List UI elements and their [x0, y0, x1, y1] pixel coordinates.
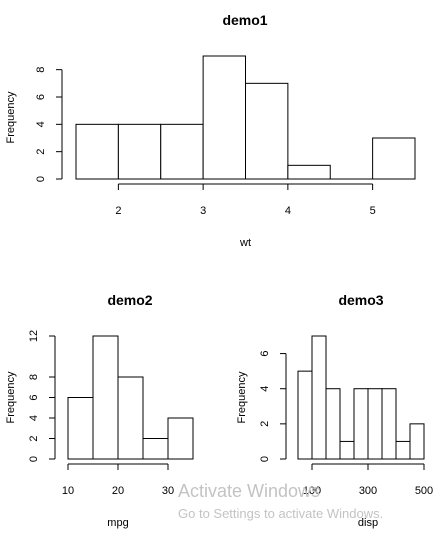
panel2-y-tick-label: 4 [28, 415, 40, 421]
panel1-y-tick-label: 4 [35, 121, 47, 127]
panel2-y-tick-label: 12 [28, 330, 40, 342]
panel3-y-axis-label: Frequency [236, 371, 248, 423]
panel2-x-axis-label: mpg [107, 517, 128, 529]
panel1-bar-2 [117, 123, 162, 180]
panel1-x-tick-label: 5 [370, 205, 376, 217]
panel1-x-tick-label: 2 [115, 205, 121, 217]
panel2-bar-5 [167, 417, 194, 460]
panel1-bar-5 [245, 82, 289, 180]
panel1-y-tick-label: 8 [35, 67, 47, 73]
panel1-y-axis-label: Frequency [5, 91, 17, 143]
panel1-bar-1 [75, 123, 119, 180]
panel1-bar-3 [160, 123, 204, 180]
panel2-y-tick-label: 2 [28, 435, 40, 441]
panel2-y-tick-label: 8 [28, 374, 40, 380]
panel3-bar-3 [325, 388, 341, 460]
panel1-x-axis-label: wt [239, 237, 251, 249]
panel1-x-tick-label: 4 [285, 205, 291, 217]
panel1-y-tick-label: 6 [35, 94, 47, 100]
panel3-y-tick-label: 2 [259, 421, 271, 427]
panel1-bar-8 [372, 137, 416, 180]
panel2-y-tick-label: 6 [28, 394, 40, 400]
panel3-y-tick-label: 6 [259, 351, 271, 357]
activate-windows-watermark-title: Activate Windows [178, 481, 321, 501]
panel3-bar-1 [297, 370, 313, 460]
panel2-y-tick-label: 0 [28, 456, 40, 462]
panel3-y-tick-label: 4 [259, 386, 271, 392]
panel2-y-axis-label: Frequency [5, 371, 17, 423]
panel3-bar-5 [353, 388, 369, 460]
panel2-x-tick-label: 20 [112, 485, 124, 497]
panel1-title: demo1 [222, 12, 267, 28]
panel3-x-tick-label: 100 [303, 485, 321, 497]
panel3-bar-8 [395, 440, 411, 460]
panel3-bar-6 [367, 388, 383, 460]
panel3-x-tick-label: 500 [415, 485, 433, 497]
panel2-bar-1 [67, 397, 94, 460]
panel3-bar-9 [409, 423, 425, 460]
panel2-x-tick-label: 30 [162, 485, 174, 497]
panel1-x-tick-label: 3 [200, 205, 206, 217]
panel2-bar-3 [117, 376, 144, 460]
panel3-x-tick-label: 300 [359, 485, 377, 497]
panel3-title: demo3 [338, 292, 383, 308]
panel3-bar-2 [311, 335, 327, 460]
panel1-y-tick-label: 0 [35, 176, 47, 182]
panel1-bar-4 [202, 55, 246, 180]
panel2-bar-4 [142, 438, 169, 460]
panel3-bar-4 [339, 440, 355, 460]
panel1-bar-6 [287, 164, 331, 180]
panel3-y-tick-label: 0 [259, 456, 271, 462]
panel3-x-axis-label: disp [358, 517, 378, 529]
panel2-title: demo2 [107, 292, 152, 308]
activate-windows-watermark-subtitle: Go to Settings to activate Windows. [178, 506, 384, 521]
panel2-bar-2 [92, 335, 119, 460]
panel3-bar-7 [381, 388, 397, 460]
panel2-x-tick-label: 10 [62, 485, 74, 497]
panel1-y-tick-label: 2 [35, 149, 47, 155]
